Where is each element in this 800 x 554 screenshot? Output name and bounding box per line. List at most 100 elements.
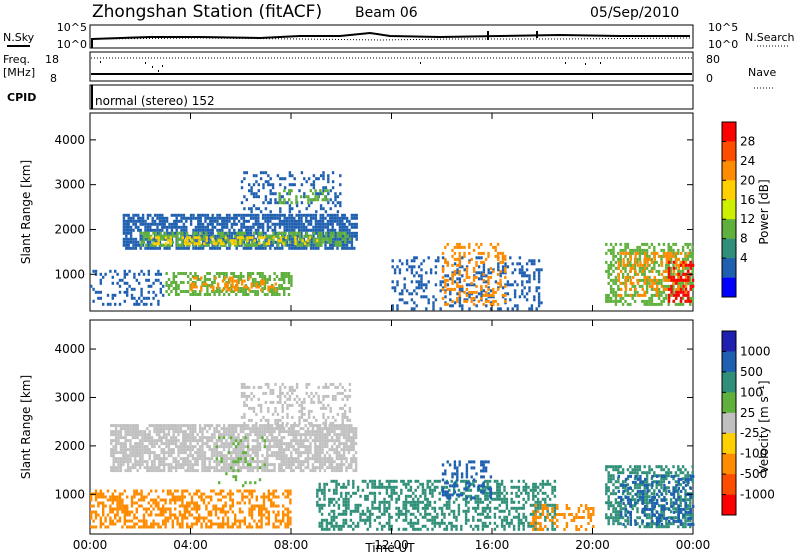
power-echo-cell: [638, 248, 642, 252]
power-echo-cell: [228, 213, 231, 217]
velocity-echo-cell: [321, 433, 324, 437]
power-echo-cell: [317, 237, 321, 241]
velocity-echo-cell: [129, 451, 132, 455]
velocity-echo-cell: [177, 448, 180, 452]
power-echo-cell: [322, 237, 325, 241]
velocity-echo-cell: [292, 469, 295, 473]
velocity-echo-cell: [316, 460, 319, 464]
power-echo-cell: [641, 284, 644, 288]
velocity-echo-cell: [326, 433, 329, 437]
power-echo-cell: [251, 290, 255, 293]
velocity-echo-cell: [274, 516, 278, 520]
power-echo-cell: [650, 287, 654, 291]
power-echo-cell: [346, 234, 349, 238]
power-echo-cell: [216, 285, 220, 289]
power-echo-cell: [263, 278, 267, 281]
velocity-echo-cell: [174, 469, 178, 473]
velocity-echo-cell: [294, 451, 298, 455]
velocity-echo-cell: [280, 427, 283, 431]
velocity-echo-cell: [342, 430, 346, 434]
power-echo-cell: [329, 213, 332, 217]
power-echo-cell: [283, 189, 286, 193]
power-echo-cell: [605, 299, 608, 303]
velocity-echo-cell: [198, 445, 202, 449]
power-echo-cell: [667, 272, 671, 276]
power-echo-cell: [236, 240, 239, 244]
power-echo-cell: [261, 216, 265, 220]
velocity-echo-cell: [217, 498, 220, 502]
power-echo-cell: [321, 234, 325, 238]
velocity-echo-cell: [172, 451, 175, 455]
power-echo-cell: [90, 284, 93, 288]
power-echo-cell: [612, 278, 615, 282]
velocity-echo-cell: [217, 516, 220, 520]
power-echo-cell: [209, 219, 212, 223]
velocity-echo-cell: [131, 463, 135, 467]
power-echo-cell: [242, 240, 246, 244]
power-echo-cell: [242, 290, 245, 293]
velocity-echo-cell: [189, 469, 192, 473]
velocity-echo-cell: [191, 439, 195, 443]
velocity-echo-cell: [134, 448, 137, 452]
velocity-echo-cell: [214, 522, 218, 526]
power-echo-cell: [350, 240, 354, 244]
velocity-echo-cell: [298, 403, 301, 407]
power-echo-cell: [180, 246, 183, 250]
power-echo-cell: [281, 177, 284, 181]
power-echo-cell: [420, 268, 423, 272]
power-echo-cell: [235, 216, 238, 220]
velocity-echo-cell: [116, 510, 119, 514]
velocity-echo-cell: [331, 415, 335, 419]
power-echo-cell: [353, 222, 356, 226]
velocity-echo-cell: [298, 397, 301, 401]
power-echo-cell: [210, 236, 213, 240]
velocity-echo-cell: [124, 427, 127, 431]
power-echo-cell: [393, 271, 397, 275]
velocity-echo-cell: [311, 433, 315, 437]
velocity-echo-cell: [179, 457, 183, 461]
power-echo-cell: [465, 287, 469, 291]
velocity-echo-cell: [119, 427, 123, 431]
velocity-echo-cell: [90, 498, 93, 502]
velocity-echo-cell: [142, 516, 146, 520]
power-echo-cell: [639, 263, 642, 267]
velocity-echo-cell: [248, 510, 251, 514]
power-echo-cell: [269, 177, 272, 181]
velocity-echo-cell: [186, 427, 190, 431]
velocity-echo-cell: [148, 436, 151, 440]
power-y-tick-label: 3000: [54, 178, 85, 192]
velocity-echo-cell: [117, 466, 120, 470]
velocity-echo-cell: [182, 445, 185, 449]
power-echo-cell: [477, 256, 481, 260]
velocity-echo-cell: [158, 469, 161, 473]
power-echo-cell: [662, 290, 666, 294]
power-echo-cell: [463, 299, 466, 303]
power-echo-cell: [320, 237, 323, 241]
station-title: Zhongshan Station (fitACF): [92, 2, 322, 22]
power-echo-cell: [280, 275, 283, 278]
velocity-echo-cell: [236, 501, 239, 505]
velocity-echo-cell: [304, 466, 307, 470]
power-echo-cell: [461, 289, 464, 293]
velocity-echo-cell: [270, 469, 274, 473]
velocity-echo-cell: [129, 457, 132, 461]
velocity-echo-cell: [133, 522, 136, 526]
velocity-echo-cell: [249, 457, 252, 461]
velocity-echo-cell: [242, 424, 245, 428]
velocity-echo-cell: [268, 433, 271, 437]
velocity-echo-cell: [246, 525, 249, 529]
power-echo-cell: [667, 293, 671, 297]
velocity-echo-cell: [210, 513, 213, 517]
power-echo-cell: [247, 240, 250, 244]
velocity-echo-cell: [214, 492, 218, 496]
power-echo-cell: [334, 243, 337, 247]
power-echo-cell: [497, 265, 500, 269]
power-echo-cell: [125, 243, 128, 247]
power-echo-cell: [211, 213, 214, 217]
velocity-echo-cell: [300, 412, 304, 416]
power-echo-cell: [264, 213, 267, 217]
velocity-echo-cell: [184, 424, 187, 428]
velocity-echo-cell: [159, 510, 162, 514]
velocity-echo-cell: [278, 451, 281, 455]
power-echo-cell: [272, 231, 275, 235]
